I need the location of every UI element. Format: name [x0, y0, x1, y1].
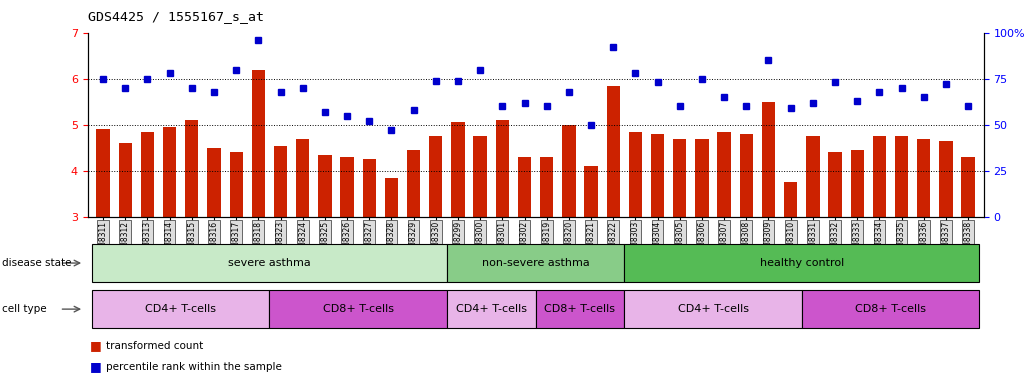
- Bar: [163, 127, 176, 217]
- Bar: [474, 136, 487, 217]
- Bar: [274, 146, 287, 217]
- Bar: [762, 102, 776, 217]
- Bar: [536, 290, 624, 328]
- Bar: [340, 157, 353, 217]
- Bar: [141, 132, 154, 217]
- Bar: [92, 290, 270, 328]
- Bar: [97, 129, 110, 217]
- Text: CD4+ T-cells: CD4+ T-cells: [678, 304, 749, 314]
- Bar: [92, 244, 447, 282]
- Text: non-severe asthma: non-severe asthma: [482, 258, 589, 268]
- Bar: [961, 157, 974, 217]
- Bar: [451, 122, 465, 217]
- Bar: [118, 143, 132, 217]
- Bar: [185, 120, 199, 217]
- Bar: [447, 290, 536, 328]
- Bar: [828, 152, 842, 217]
- Text: ■: ■: [90, 360, 101, 373]
- Bar: [695, 139, 709, 217]
- Bar: [806, 136, 820, 217]
- Bar: [385, 178, 398, 217]
- Bar: [872, 136, 886, 217]
- Bar: [740, 134, 753, 217]
- Bar: [624, 290, 801, 328]
- Bar: [270, 290, 447, 328]
- Text: severe asthma: severe asthma: [228, 258, 311, 268]
- Bar: [230, 152, 243, 217]
- Bar: [851, 150, 864, 217]
- Text: ■: ■: [90, 339, 101, 352]
- Bar: [363, 159, 376, 217]
- Text: CD8+ T-cells: CD8+ T-cells: [545, 304, 616, 314]
- Bar: [651, 134, 664, 217]
- Bar: [430, 136, 443, 217]
- Bar: [518, 157, 531, 217]
- Bar: [718, 132, 731, 217]
- Bar: [607, 86, 620, 217]
- Text: percentile rank within the sample: percentile rank within the sample: [106, 362, 282, 372]
- Text: cell type: cell type: [2, 304, 46, 314]
- Bar: [251, 70, 265, 217]
- Text: CD4+ T-cells: CD4+ T-cells: [145, 304, 216, 314]
- Text: transformed count: transformed count: [106, 341, 203, 351]
- Text: CD8+ T-cells: CD8+ T-cells: [322, 304, 393, 314]
- Bar: [407, 150, 420, 217]
- Bar: [318, 155, 332, 217]
- Text: disease state: disease state: [2, 258, 71, 268]
- Bar: [628, 132, 642, 217]
- Text: healthy control: healthy control: [760, 258, 844, 268]
- Text: GDS4425 / 1555167_s_at: GDS4425 / 1555167_s_at: [88, 10, 264, 23]
- Bar: [674, 139, 686, 217]
- Bar: [895, 136, 908, 217]
- Bar: [939, 141, 953, 217]
- Bar: [584, 166, 597, 217]
- Bar: [447, 244, 624, 282]
- Bar: [562, 125, 576, 217]
- Bar: [296, 139, 309, 217]
- Bar: [624, 244, 980, 282]
- Bar: [207, 148, 220, 217]
- Text: CD8+ T-cells: CD8+ T-cells: [855, 304, 926, 314]
- Bar: [917, 139, 930, 217]
- Bar: [801, 290, 980, 328]
- Bar: [540, 157, 553, 217]
- Text: CD4+ T-cells: CD4+ T-cells: [455, 304, 526, 314]
- Bar: [495, 120, 509, 217]
- Bar: [784, 182, 797, 217]
